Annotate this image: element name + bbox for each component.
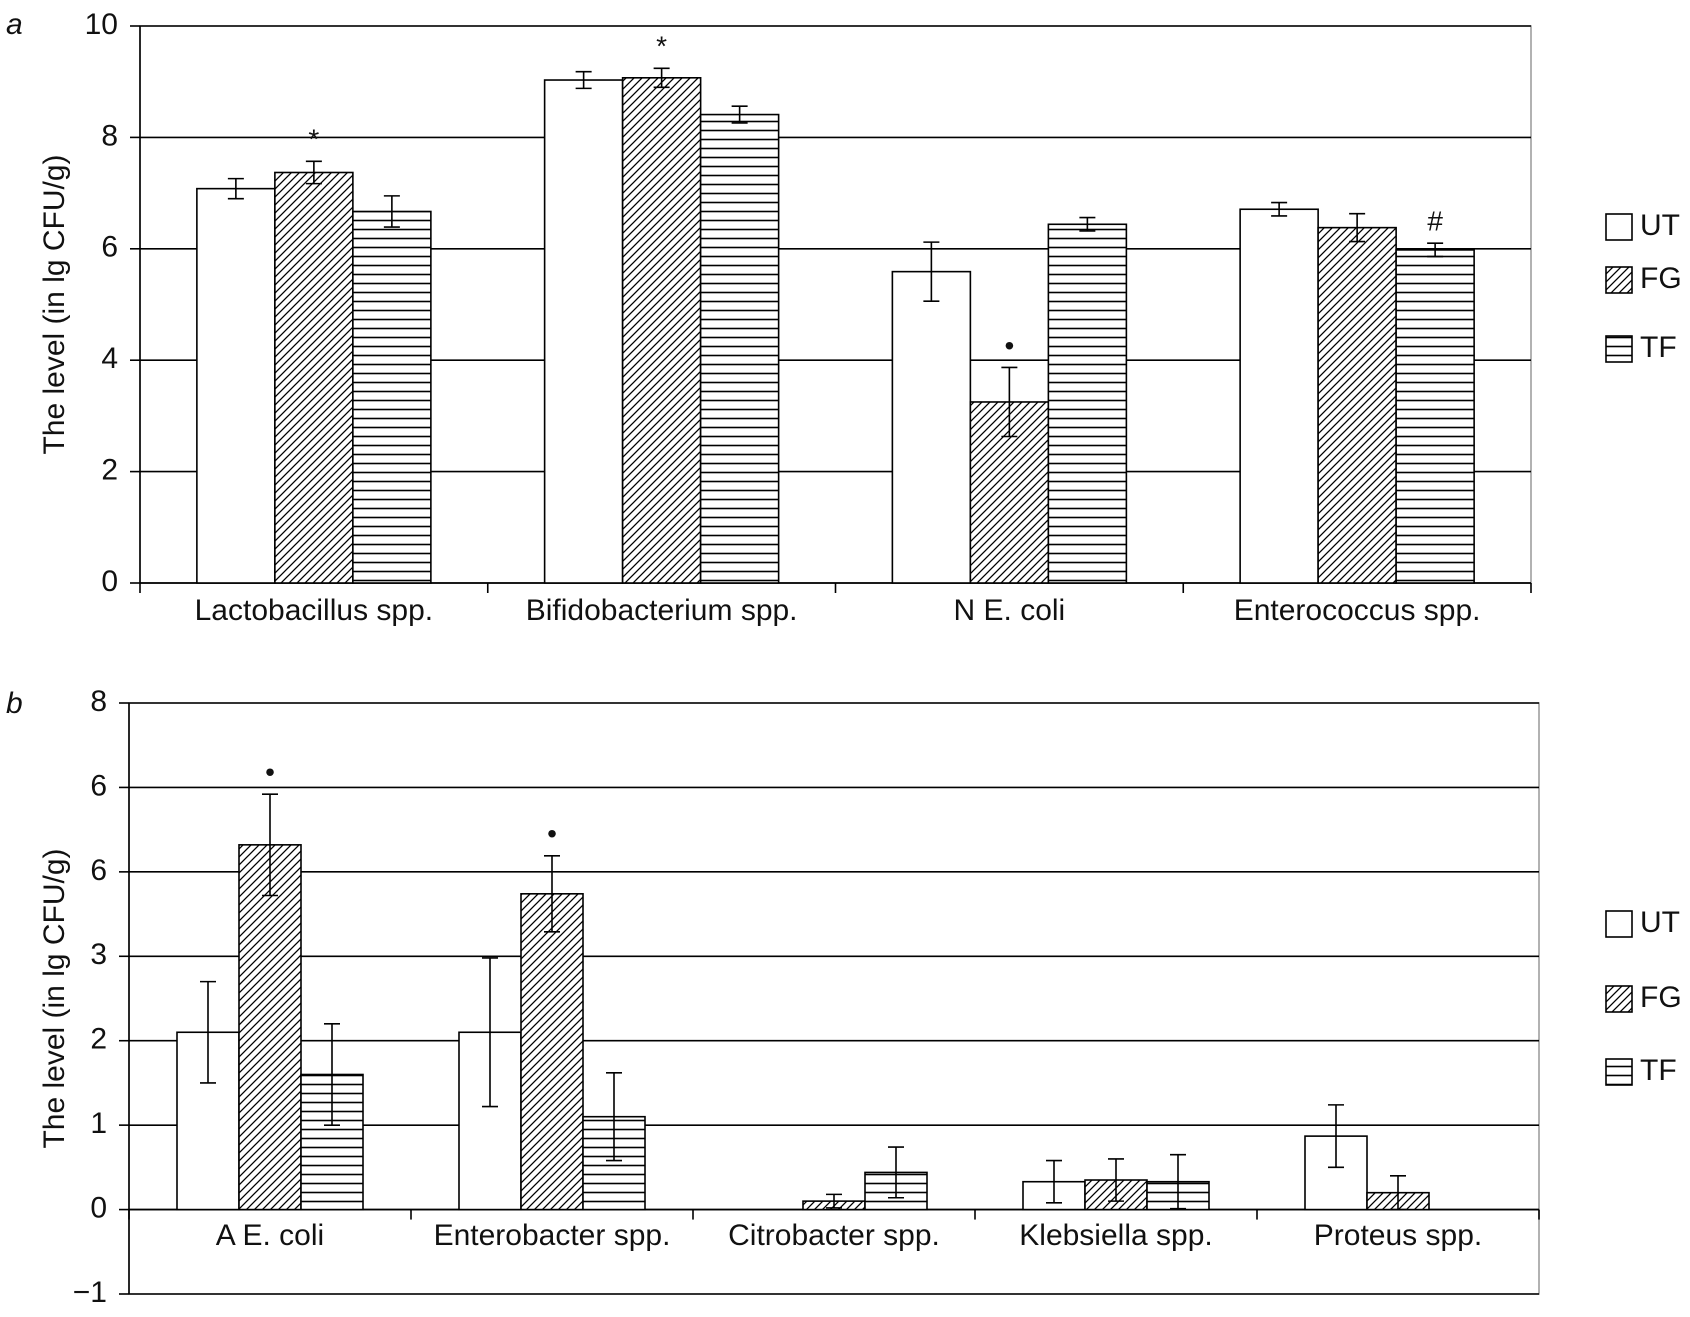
annotation: • xyxy=(265,757,275,788)
y-tick-label: 2 xyxy=(90,1023,107,1056)
error-bar xyxy=(1328,1104,1344,1169)
error-bar xyxy=(305,160,322,185)
bar xyxy=(699,113,780,584)
x-tick-label: Citrobacter spp. xyxy=(728,1219,940,1252)
error-bar xyxy=(544,855,560,933)
legend-label: UT xyxy=(1640,906,1680,939)
legend-swatch xyxy=(1605,335,1633,363)
bar xyxy=(520,893,584,1211)
error-bar xyxy=(1170,1153,1186,1210)
bar xyxy=(1395,249,1475,584)
bar xyxy=(274,171,354,584)
annotation: • xyxy=(1004,330,1014,361)
error-bar xyxy=(227,177,244,200)
bar xyxy=(352,210,432,584)
error-bar xyxy=(826,1193,842,1209)
x-tick-label: Bifidobacterium spp. xyxy=(526,594,798,627)
legend-label: FG xyxy=(1640,981,1682,1014)
legend-swatch xyxy=(1605,266,1633,294)
error-bar xyxy=(575,70,592,90)
error-bar xyxy=(1390,1175,1406,1211)
error-bar xyxy=(1001,366,1018,438)
legend-label: UT xyxy=(1640,209,1680,242)
error-bar xyxy=(923,241,940,302)
x-tick-label: N E. coli xyxy=(954,594,1066,627)
y-tick-label: 3 xyxy=(90,938,107,971)
error-bar xyxy=(888,1146,904,1199)
y-tick-label: 6 xyxy=(90,769,107,802)
y-tick-label: 4 xyxy=(101,342,118,375)
error-bar xyxy=(1271,201,1288,217)
panel-label: b xyxy=(6,687,23,720)
x-tick-label: Klebsiella spp. xyxy=(1019,1219,1212,1252)
bar xyxy=(1239,208,1319,584)
x-tick-label: Proteus spp. xyxy=(1314,1219,1482,1252)
y-tick-label: 10 xyxy=(85,8,118,41)
error-bar xyxy=(1349,212,1366,243)
x-tick-label: Enterococcus spp. xyxy=(1234,594,1481,627)
x-tick-label: A E. coli xyxy=(216,1219,324,1252)
error-bar xyxy=(262,793,278,897)
legend-label: TF xyxy=(1640,331,1677,364)
legend-label: FG xyxy=(1640,262,1682,295)
error-bar xyxy=(482,957,498,1108)
error-bar xyxy=(653,67,670,89)
y-tick-label: −1 xyxy=(73,1276,107,1309)
y-tick-label: 8 xyxy=(90,685,107,718)
bar xyxy=(1317,226,1397,584)
error-bar xyxy=(606,1072,622,1162)
annotation: * xyxy=(656,31,667,62)
y-axis-label: The level (in lg CFU/g) xyxy=(38,154,71,454)
x-tick-label: Lactobacillus spp. xyxy=(195,594,433,627)
bar xyxy=(1047,223,1128,584)
y-tick-label: 6 xyxy=(101,231,118,264)
bar xyxy=(543,79,624,584)
error-bar xyxy=(1046,1159,1062,1204)
annotation: # xyxy=(1427,206,1443,237)
y-tick-label: 6 xyxy=(90,854,107,887)
y-tick-label: 0 xyxy=(101,565,118,598)
legend-swatch xyxy=(1605,1058,1633,1086)
y-tick-label: 2 xyxy=(101,454,118,487)
bar xyxy=(196,187,276,584)
panel-label: a xyxy=(6,8,23,41)
bar xyxy=(891,270,972,584)
x-tick-label: Enterobacter spp. xyxy=(434,1219,671,1252)
error-bar xyxy=(324,1023,340,1126)
error-bar xyxy=(200,980,216,1084)
error-bar xyxy=(383,195,400,228)
bar xyxy=(238,844,302,1211)
y-axis-label: The level (in lg CFU/g) xyxy=(38,848,71,1148)
annotation: • xyxy=(547,818,557,849)
legend-swatch xyxy=(1605,213,1633,241)
error-bar xyxy=(1427,242,1444,258)
annotation: * xyxy=(308,124,319,155)
error-bar xyxy=(1108,1158,1124,1202)
bar xyxy=(621,77,702,584)
y-tick-label: 1 xyxy=(90,1107,107,1140)
error-bar xyxy=(1079,216,1096,232)
legend-swatch xyxy=(1605,985,1633,1013)
y-tick-label: 0 xyxy=(90,1191,107,1224)
legend-swatch xyxy=(1605,910,1633,938)
y-tick-label: 8 xyxy=(101,119,118,152)
error-bar xyxy=(731,105,748,124)
legend-label: TF xyxy=(1640,1054,1677,1087)
